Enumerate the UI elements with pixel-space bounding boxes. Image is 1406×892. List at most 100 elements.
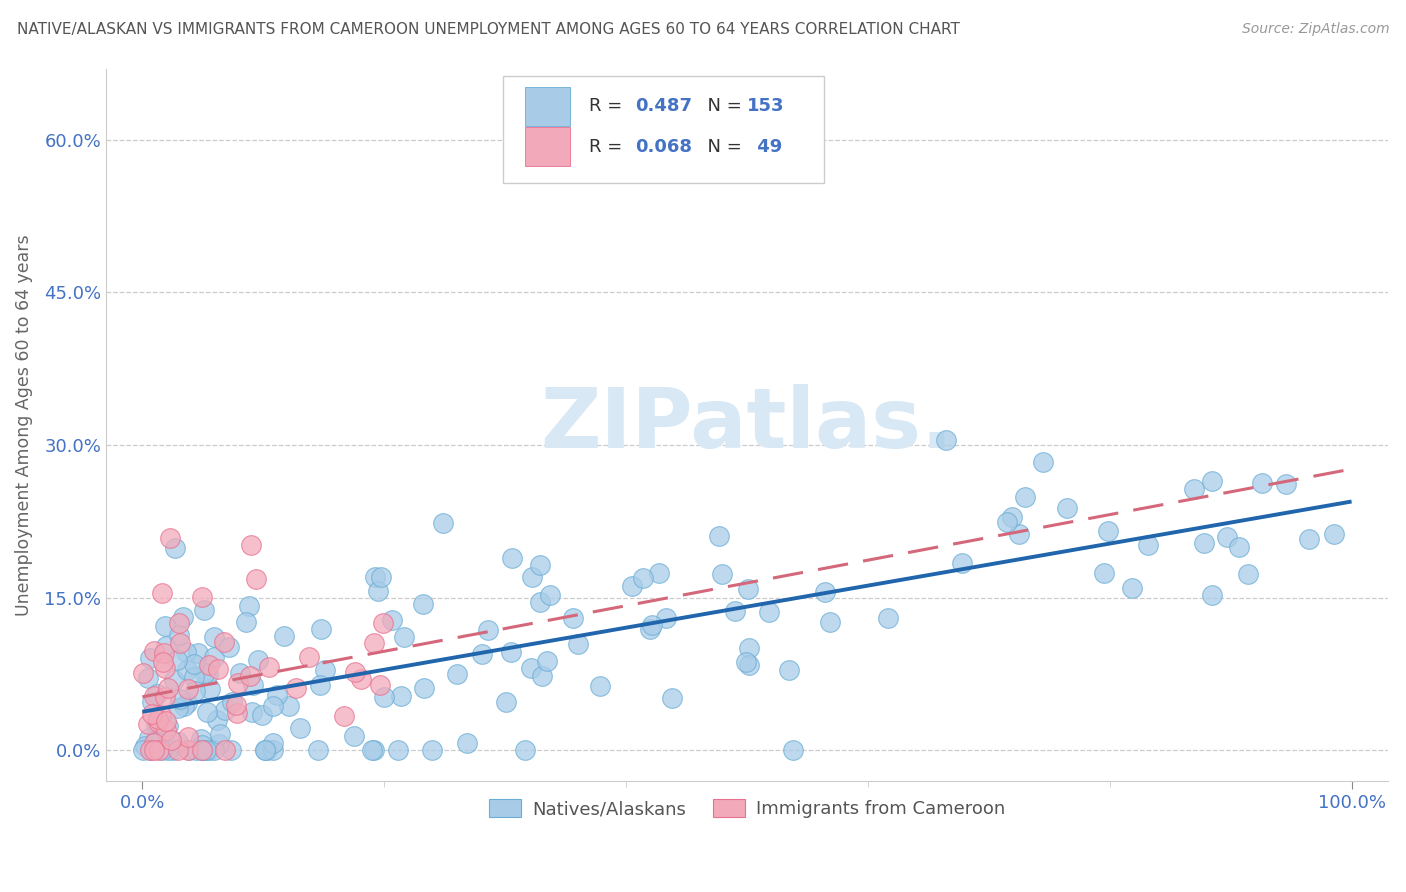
Point (758, 605, 780, 619)
Point (266, 688, 288, 702)
Point (950, 556, 973, 570)
Point (536, 654, 558, 668)
Point (149, 707, 172, 722)
Point (309, 678, 332, 692)
Point (195, 705, 218, 719)
Point (262, 743, 284, 757)
Point (143, 736, 166, 750)
Point (208, 727, 231, 741)
Point (471, 647, 494, 661)
Point (176, 743, 198, 757)
Point (257, 660, 280, 674)
Point (198, 743, 221, 757)
Point (145, 716, 167, 731)
Point (298, 650, 321, 665)
Point (1298, 533, 1320, 547)
Point (284, 681, 307, 695)
Point (172, 609, 194, 624)
FancyBboxPatch shape (526, 87, 569, 126)
Point (239, 669, 262, 683)
Point (456, 736, 478, 750)
Point (159, 733, 181, 747)
Point (150, 586, 173, 600)
Point (187, 646, 209, 660)
Point (250, 707, 273, 722)
Text: N =: N = (696, 97, 747, 115)
Point (198, 682, 221, 697)
Point (371, 615, 394, 630)
Point (513, 743, 536, 757)
Point (157, 719, 180, 733)
Point (499, 645, 522, 659)
Point (245, 572, 267, 586)
Text: 49: 49 (751, 138, 782, 156)
Point (167, 616, 190, 631)
Point (412, 597, 434, 611)
Point (169, 692, 191, 706)
Point (1227, 541, 1250, 555)
Point (156, 743, 179, 757)
Point (146, 712, 169, 726)
Point (202, 743, 225, 757)
Point (363, 635, 385, 649)
Point (155, 640, 177, 654)
Point (226, 676, 249, 690)
Point (239, 538, 262, 552)
Point (367, 584, 389, 599)
Point (167, 735, 190, 749)
Point (176, 645, 198, 659)
Point (238, 599, 260, 613)
Point (1092, 566, 1115, 580)
Point (343, 729, 366, 743)
Point (562, 611, 585, 625)
Point (738, 658, 761, 673)
Point (139, 743, 162, 757)
FancyBboxPatch shape (526, 128, 569, 167)
Point (191, 742, 214, 756)
Point (538, 588, 561, 602)
Point (529, 558, 551, 572)
Text: R =: R = (589, 138, 628, 156)
Point (1136, 538, 1159, 552)
Point (167, 627, 190, 641)
Point (446, 666, 468, 681)
Point (131, 665, 153, 680)
Point (332, 708, 354, 723)
Point (641, 617, 664, 632)
Point (373, 690, 395, 704)
Point (734, 655, 756, 669)
Point (159, 531, 181, 545)
Point (1032, 455, 1054, 469)
Y-axis label: Unemployment Among Ages 60 to 64 years: Unemployment Among Ages 60 to 64 years (15, 234, 32, 615)
Point (152, 655, 174, 669)
Point (389, 689, 412, 703)
Point (277, 698, 299, 713)
Point (262, 699, 284, 714)
Point (219, 743, 242, 757)
Point (190, 743, 212, 757)
Point (148, 715, 170, 730)
Point (381, 613, 404, 627)
Text: 153: 153 (747, 97, 785, 115)
Text: R =: R = (589, 97, 628, 115)
Point (432, 516, 454, 530)
Point (877, 611, 900, 625)
Point (288, 721, 311, 735)
Point (364, 570, 387, 584)
Point (242, 678, 264, 692)
Point (1056, 501, 1078, 516)
Point (153, 646, 176, 660)
Point (387, 743, 409, 757)
Text: NATIVE/ALASKAN VS IMMIGRANTS FROM CAMEROON UNEMPLOYMENT AMONG AGES 60 TO 64 YEAR: NATIVE/ALASKAN VS IMMIGRANTS FROM CAMERO… (17, 22, 960, 37)
Point (145, 733, 167, 747)
Point (176, 697, 198, 711)
Point (392, 631, 415, 645)
Point (138, 651, 160, 665)
Point (262, 736, 284, 750)
Point (820, 615, 842, 629)
Point (141, 706, 163, 721)
Point (141, 696, 163, 710)
Text: Source: ZipAtlas.com: Source: ZipAtlas.com (1241, 22, 1389, 37)
Point (1201, 588, 1223, 602)
Point (226, 706, 249, 721)
